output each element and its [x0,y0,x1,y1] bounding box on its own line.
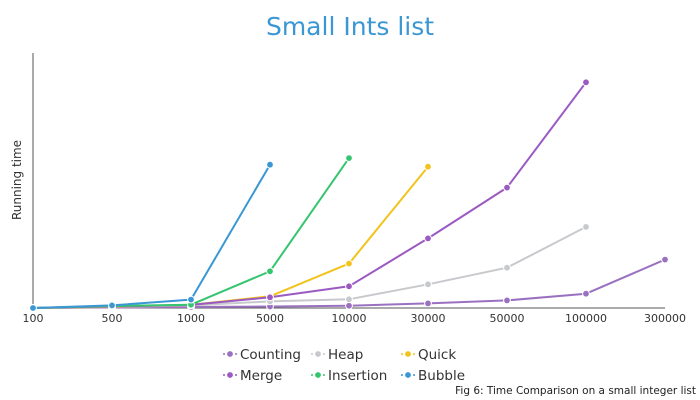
y-axis-label: Running time [10,140,24,220]
data-point [266,160,274,169]
legend-swatch-marker [226,371,234,379]
chart-title: Small Ints list [266,12,434,41]
x-tick-label: 500 [102,312,123,325]
series-quick [29,162,432,312]
data-point [345,282,353,291]
series-line [32,166,429,309]
legend-item-bubble: Bubble [401,368,465,384]
data-point [108,301,116,310]
series-line [32,164,271,309]
figure-caption: Fig 6: Time Comparison on a small intege… [455,385,696,397]
legend-item-heap: Heap [311,347,363,363]
data-point [424,280,432,289]
data-point [424,299,432,308]
legend-swatch-marker [226,350,234,358]
data-point [503,183,511,192]
series-bubble [29,160,274,312]
x-tick-label: 50000 [490,312,525,325]
data-point [582,223,590,231]
legend-item-quick: Quick [401,347,456,363]
legend-item-counting: Counting [223,347,301,363]
legend-item-merge: Merge [223,368,282,384]
legend-label: Counting [240,347,301,363]
series-line [32,226,587,309]
data-point [345,295,353,304]
legend-swatch-marker [314,350,322,358]
series-lines [29,78,669,312]
data-point [345,154,353,163]
x-tick-label: 100 [23,312,44,325]
x-tick-label: 30000 [411,312,446,325]
series-line [32,157,350,309]
data-point [345,301,353,310]
data-point [187,295,195,304]
x-tick-label: 300000 [644,312,686,325]
legend-label: Insertion [328,368,387,384]
data-point [582,289,590,298]
legend-label: Heap [328,347,363,363]
data-point [424,162,432,171]
x-tick-label: 100000 [565,312,607,325]
data-point [266,293,274,302]
legend-swatch-marker [404,371,412,379]
legend-swatch-marker [314,371,322,379]
data-point [424,234,432,243]
x-tick-label: 10000 [332,312,367,325]
legend-item-insertion: Insertion [311,368,387,384]
data-point [661,255,669,264]
data-point [582,78,590,87]
legend-label: Bubble [418,368,465,384]
series-insertion [29,154,353,312]
data-point [503,263,511,272]
series-merge [29,78,590,312]
series-line [32,81,587,309]
data-point [266,267,274,276]
data-point [345,259,353,268]
legend-label: Merge [240,368,282,384]
data-point [29,304,37,312]
legend: Counting Heap Quick Merge Insertion Bubble [223,347,465,384]
legend-swatch-marker [404,350,412,358]
x-tick-label: 1000 [177,312,205,325]
x-tick-labels: 100 500 1000 5000 10000 30000 50000 100000 30000… [23,312,687,325]
data-point [503,296,511,305]
x-tick-label: 5000 [256,312,284,325]
legend-label: Quick [418,347,456,363]
